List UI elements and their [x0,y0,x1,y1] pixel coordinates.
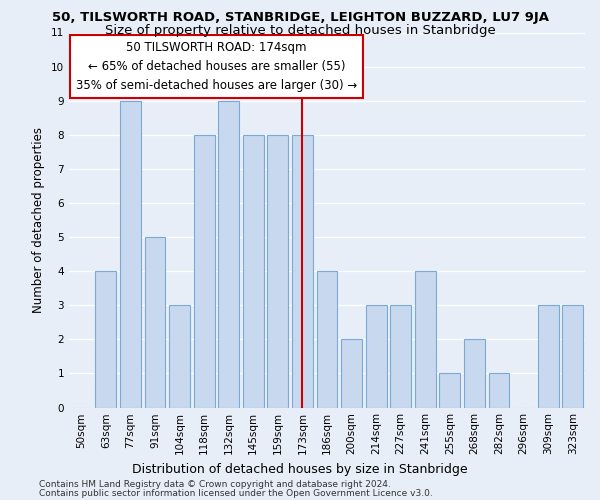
Bar [488,374,509,408]
Text: 50 TILSWORTH ROAD: 174sqm
← 65% of detached houses are smaller (55)
35% of semi-: 50 TILSWORTH ROAD: 174sqm ← 65% of detac… [76,41,357,92]
Bar [268,135,289,407]
Bar [218,100,239,407]
Bar [120,100,141,407]
Bar [145,237,166,408]
Text: Contains public sector information licensed under the Open Government Licence v3: Contains public sector information licen… [39,488,433,498]
Bar [169,305,190,408]
Bar [365,305,386,408]
Bar [95,271,116,407]
Bar [439,374,460,408]
Bar [243,135,264,407]
Bar [341,340,362,407]
Bar [317,271,337,407]
Bar [415,271,436,407]
Bar [292,135,313,407]
Bar [390,305,411,408]
Bar [538,305,559,408]
Bar [464,340,485,407]
Text: Distribution of detached houses by size in Stanbridge: Distribution of detached houses by size … [132,464,468,476]
Text: Contains HM Land Registry data © Crown copyright and database right 2024.: Contains HM Land Registry data © Crown c… [39,480,391,489]
Y-axis label: Number of detached properties: Number of detached properties [32,127,46,313]
Bar [194,135,215,407]
Bar [562,305,583,408]
Text: Size of property relative to detached houses in Stanbridge: Size of property relative to detached ho… [104,24,496,37]
Text: 50, TILSWORTH ROAD, STANBRIDGE, LEIGHTON BUZZARD, LU7 9JA: 50, TILSWORTH ROAD, STANBRIDGE, LEIGHTON… [52,12,548,24]
